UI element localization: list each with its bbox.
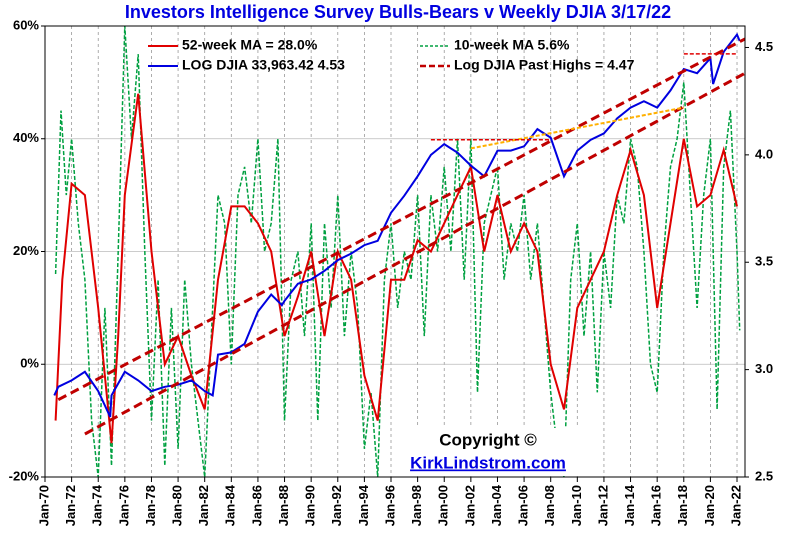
plot: Jan-70 Jan-72 Jan-74 Jan-76 Jan-78 Jan-80 Jan-…	[9, 17, 773, 526]
series-line	[470, 106, 684, 150]
x-tick-label: Jan-16	[649, 485, 664, 526]
x-tick-label: Jan-70	[36, 485, 51, 526]
x-tick-label: Jan-80	[170, 485, 185, 526]
x-tick-label: Jan-08	[542, 485, 557, 526]
y-tick-label: 0%	[20, 356, 39, 371]
x-tick-label: Jan-76	[116, 485, 131, 526]
y2-tick-label: 4.5	[755, 39, 773, 54]
x-tick-label: Jan-04	[489, 484, 504, 526]
x-tick-label: Jan-06	[516, 485, 531, 526]
x-tick-label: Jan-10	[569, 485, 584, 526]
x-tick-label: Jan-14	[622, 484, 637, 526]
annotation-box	[396, 428, 582, 476]
x-tick-label: Jan-12	[595, 485, 610, 526]
legend-label: Log DJIA Past Highs = 4.47	[454, 57, 635, 73]
x-tick-label: Jan-94	[356, 484, 371, 526]
x-tick-label: Jan-18	[675, 485, 690, 526]
x-tick-label: Jan-92	[329, 485, 344, 526]
x-tick-label: Jan-86	[249, 485, 264, 526]
x-tick-label: Jan-22	[728, 485, 743, 526]
x-tick-label: Jan-90	[303, 485, 318, 526]
series-line	[54, 93, 738, 444]
y2-tick-label: 4.0	[755, 146, 773, 161]
series-line	[57, 37, 745, 402]
legend-label: 10-week MA 5.6%	[454, 37, 570, 53]
y2-tick-label: 2.5	[755, 468, 773, 483]
x-tick-label: Jan-74	[90, 484, 105, 526]
y-tick-label: 40%	[13, 130, 39, 145]
legend-label: LOG DJIA 33,963.42 4.53	[182, 57, 345, 73]
chart-title: Investors Intelligence Survey Bulls-Bear…	[125, 2, 671, 22]
y-tick-label: 60%	[13, 17, 39, 32]
x-tick-label: Jan-00	[436, 485, 451, 526]
series-line	[54, 26, 741, 477]
y2-tick-label: 3.0	[755, 361, 773, 376]
legend-label: 52-week MA = 28.0%	[182, 37, 318, 53]
x-tick-label: Jan-96	[382, 485, 397, 526]
x-tick-label: Jan-98	[409, 485, 424, 526]
x-tick-label: Jan-02	[462, 485, 477, 526]
x-tick-label: Jan-78	[143, 485, 158, 526]
plot-frame	[44, 25, 746, 478]
y2-tick-label: 3.5	[755, 254, 773, 269]
x-tick-label: Jan-72	[63, 485, 78, 526]
y-tick-label: -20%	[9, 468, 40, 483]
x-tick-label: Jan-84	[223, 484, 238, 526]
x-tick-label: Jan-82	[196, 485, 211, 526]
y-tick-label: 20%	[13, 243, 39, 258]
x-tick-label: Jan-20	[702, 485, 717, 526]
x-tick-label: Jan-88	[276, 485, 291, 526]
annotation-link: KirkLindstrom.com	[410, 453, 566, 472]
annotation: Copyright ©	[439, 430, 537, 449]
